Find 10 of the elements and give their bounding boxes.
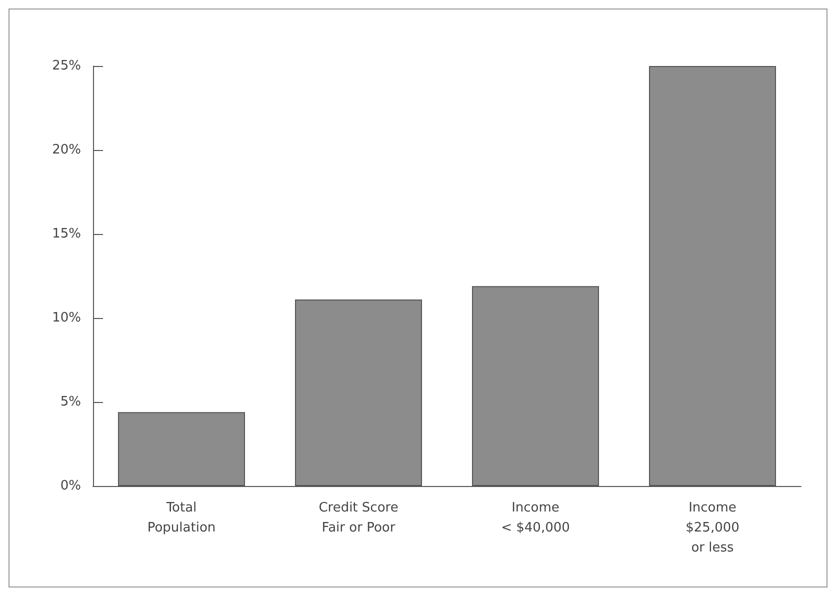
y-tick-label: 15% xyxy=(52,226,81,242)
y-tick-label: 25% xyxy=(52,58,81,74)
x-tick-label: Credit Score Fair or Poor xyxy=(318,500,398,536)
x-tick-label: Total Population xyxy=(147,500,216,536)
y-tick-label: 20% xyxy=(52,142,81,158)
y-tick-label: 10% xyxy=(52,310,81,326)
y-tick-label: 0% xyxy=(60,478,81,494)
x-tick-label: Income $25,000 or less xyxy=(686,500,740,556)
x-tick-label: Income < $40,000 xyxy=(501,500,570,536)
y-tick-label: 5% xyxy=(60,394,81,410)
